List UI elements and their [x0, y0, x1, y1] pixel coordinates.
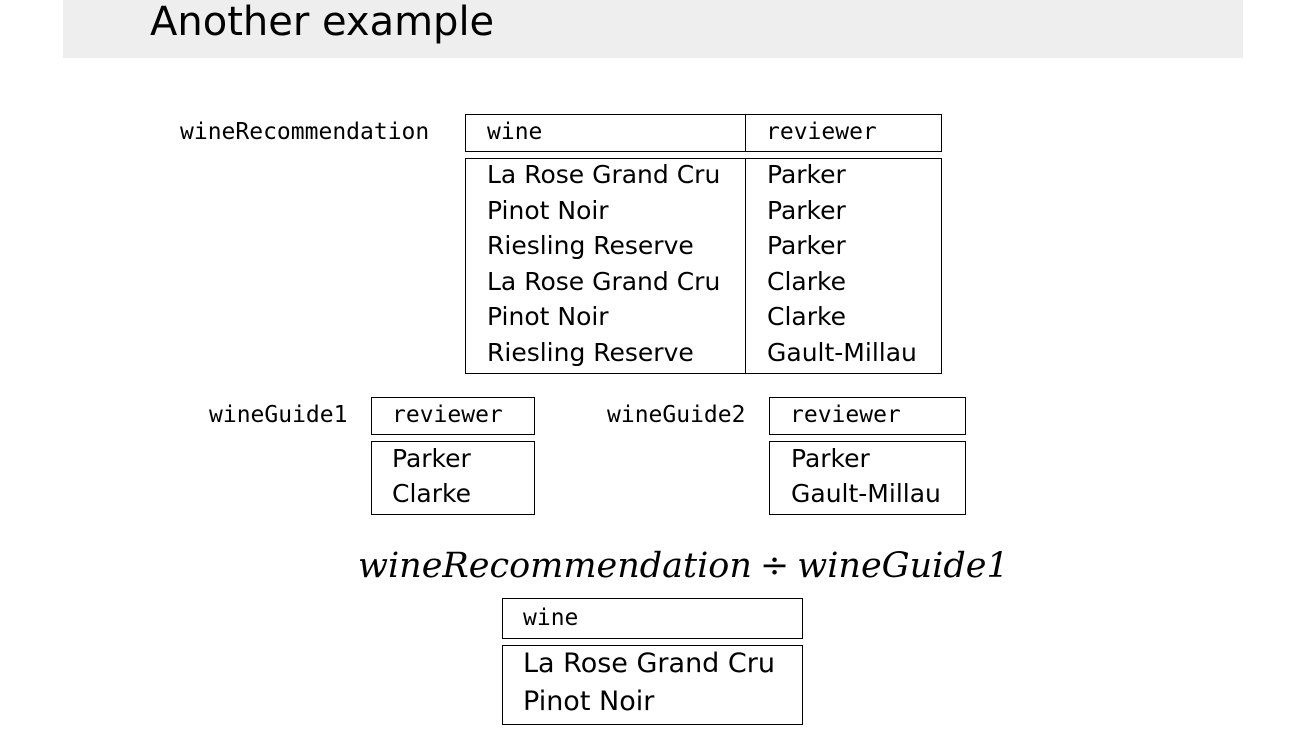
relation-name-wine-recommendation: wineRecommendation: [180, 119, 430, 145]
table-cell: Clarke: [767, 302, 846, 331]
table-cell: Pinot Noir: [487, 302, 609, 331]
wine-column: La Rose Grand Cru Pinot Noir Riesling Re…: [487, 157, 720, 370]
table-cell: Parker: [392, 444, 471, 473]
table-cell: Gault-Millau: [791, 479, 941, 508]
column-header-wine: wine: [487, 119, 543, 145]
table-cell: La Rose Grand Cru: [487, 266, 721, 296]
division-formula: wineRecommendation ÷ wineGuide1: [358, 544, 1009, 588]
result-header-box: [502, 598, 803, 639]
relation-name-wine-guide1: wineGuide1: [209, 402, 348, 428]
wine-guide2-header-box: [769, 397, 966, 435]
table-cell: Gault-Millau: [767, 337, 917, 367]
wine-guide1-body-box: [371, 441, 535, 515]
table-cell: Parker: [767, 231, 846, 260]
column-header-reviewer: reviewer: [790, 402, 901, 428]
column-header-reviewer: reviewer: [766, 119, 877, 145]
table-cell: Parker: [767, 195, 846, 225]
body-divider: [745, 158, 747, 374]
wine-guide1-header-box: [371, 397, 535, 435]
table-cell: Pinot Noir: [487, 195, 609, 225]
wine-guide1-rows: Parker Clarke: [392, 441, 471, 511]
relation-name-wine-guide2: wineGuide2: [607, 402, 746, 428]
table-cell: Riesling Reserve: [487, 231, 694, 260]
header-divider: [745, 114, 747, 152]
slide-title: Another example: [150, 0, 495, 45]
slide-title-bar: Another example: [63, 0, 1243, 58]
table-cell: Pinot Noir: [523, 686, 655, 717]
wine-recommendation-header-box: [465, 114, 942, 152]
column-header-reviewer: reviewer: [392, 402, 503, 428]
division-operator: ÷: [759, 546, 790, 586]
table-cell: Parker: [791, 444, 870, 473]
wine-recommendation-body-box: [465, 158, 942, 374]
formula-right-operand: wineGuide1: [797, 546, 1009, 586]
column-header-wine: wine: [523, 605, 579, 631]
result-body-box: [502, 645, 803, 725]
wine-guide2-body-box: [769, 441, 966, 515]
table-cell: La Rose Grand Cru: [487, 160, 721, 189]
wine-guide2-rows: Parker Gault-Millau: [791, 441, 941, 511]
reviewer-column: Parker Parker Parker Clarke Clarke Gault…: [767, 157, 917, 370]
table-cell: Riesling Reserve: [487, 337, 694, 367]
table-cell: La Rose Grand Cru: [523, 648, 775, 679]
table-cell: Parker: [767, 160, 846, 189]
formula-left-operand: wineRecommendation: [358, 546, 752, 586]
result-rows: La Rose Grand Cru Pinot Noir: [523, 645, 775, 721]
table-cell: Clarke: [392, 479, 471, 508]
table-cell: Clarke: [767, 266, 846, 296]
